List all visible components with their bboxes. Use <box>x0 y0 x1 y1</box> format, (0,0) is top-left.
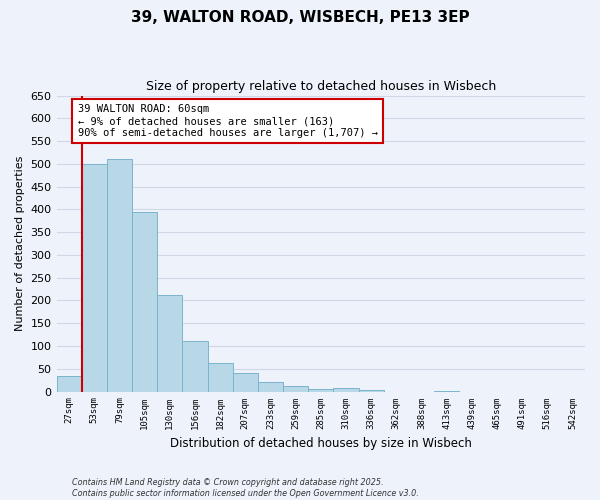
Title: Size of property relative to detached houses in Wisbech: Size of property relative to detached ho… <box>146 80 496 93</box>
Bar <box>182 340 208 392</box>
Bar <box>233 374 258 392</box>
Bar <box>132 212 157 392</box>
Bar <box>283 386 308 392</box>
Text: 39 WALTON ROAD: 60sqm
← 9% of detached houses are smaller (163)
90% of semi-deta: 39 WALTON ROAD: 60sqm ← 9% of detached h… <box>77 104 377 138</box>
Y-axis label: Number of detached properties: Number of detached properties <box>15 156 25 331</box>
Text: 39, WALTON ROAD, WISBECH, PE13 3EP: 39, WALTON ROAD, WISBECH, PE13 3EP <box>131 10 469 25</box>
Bar <box>157 294 182 392</box>
X-axis label: Distribution of detached houses by size in Wisbech: Distribution of detached houses by size … <box>170 437 472 450</box>
Bar <box>359 390 383 392</box>
Bar <box>308 390 334 392</box>
Text: Contains HM Land Registry data © Crown copyright and database right 2025.
Contai: Contains HM Land Registry data © Crown c… <box>72 478 419 498</box>
Bar <box>56 376 82 392</box>
Bar <box>334 388 359 392</box>
Bar <box>258 382 283 392</box>
Bar <box>208 363 233 392</box>
Bar <box>82 164 107 392</box>
Bar <box>107 160 132 392</box>
